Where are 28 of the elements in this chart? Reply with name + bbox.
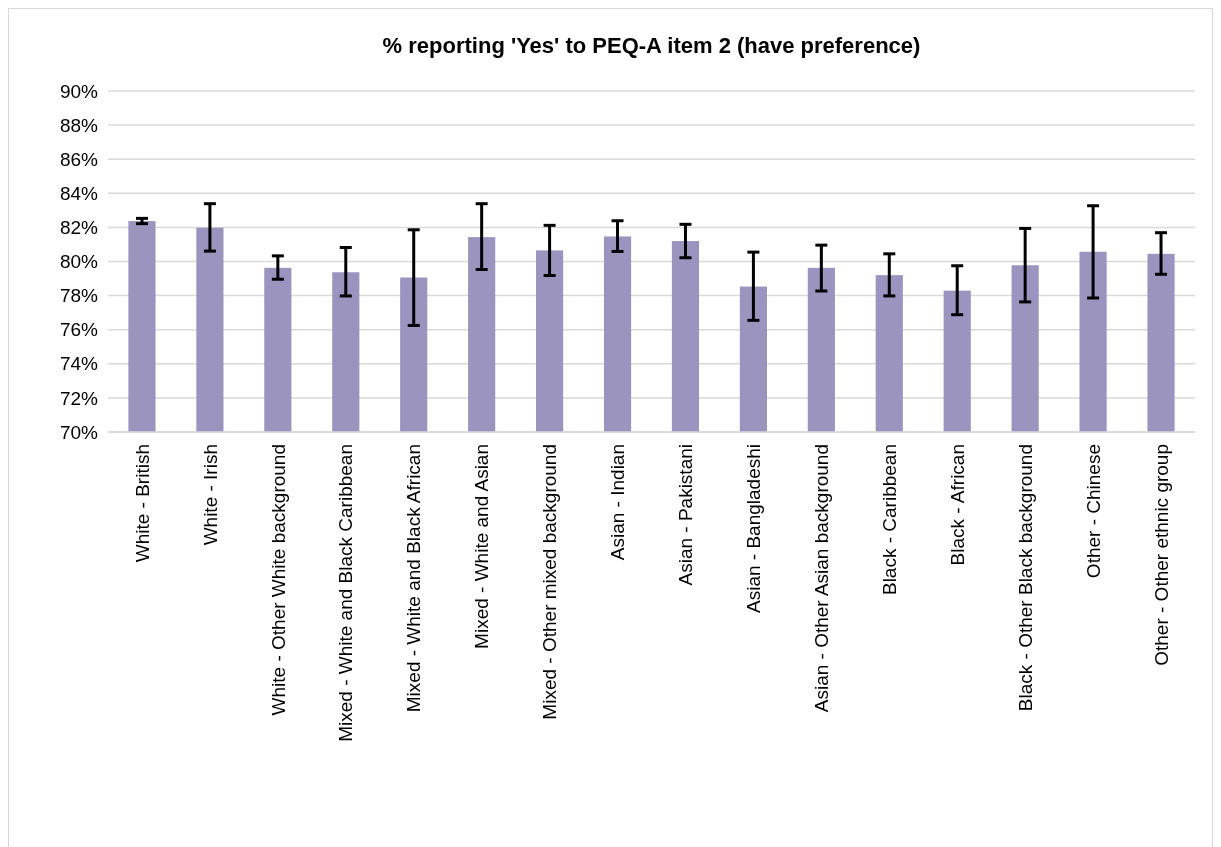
x-tick-label: White - British [131, 444, 153, 563]
y-tick-label: 74% [59, 353, 99, 375]
y-tick-label: 86% [59, 148, 99, 170]
x-tick-label: Mixed - White and Black Caribbean [335, 444, 357, 742]
x-tick-label: Asian - Indian [607, 444, 629, 561]
y-tick-label: 76% [59, 319, 99, 341]
x-tick-label: Black - Caribbean [878, 444, 900, 596]
y-tick-label: 70% [59, 421, 99, 443]
x-tick-label: Asian - Other Asian background [810, 444, 832, 713]
x-tick-label: Mixed - White and Black African [403, 444, 425, 713]
y-tick-label: 80% [59, 251, 99, 273]
x-tick-label: White - Irish [199, 444, 221, 546]
x-tick-label: Black - Other Black background [1014, 444, 1036, 712]
x-tick-label: Mixed - Other mixed background [539, 444, 561, 720]
x-tick-label: Other - Chinese [1082, 444, 1104, 579]
x-tick-label: White - Other White background [267, 444, 289, 716]
x-tick-label: Asian - Pakistani [675, 444, 697, 586]
x-tick-label: Black - African [946, 444, 968, 566]
x-tick-label: Asian - Bangladeshi [743, 444, 765, 613]
x-tick-label: Mixed - White and Asian [471, 444, 493, 649]
y-tick-label: 72% [59, 387, 99, 409]
y-tick-label: 88% [59, 114, 99, 136]
y-tick-label: 90% [59, 80, 99, 102]
x-tick-label: Other - Other ethnic group [1150, 444, 1172, 666]
y-tick-label: 84% [59, 182, 99, 204]
chart-title: % reporting 'Yes' to PEQ-A item 2 (have preference) [382, 33, 921, 58]
y-tick-label: 82% [59, 217, 99, 239]
y-tick-label: 78% [59, 285, 99, 307]
